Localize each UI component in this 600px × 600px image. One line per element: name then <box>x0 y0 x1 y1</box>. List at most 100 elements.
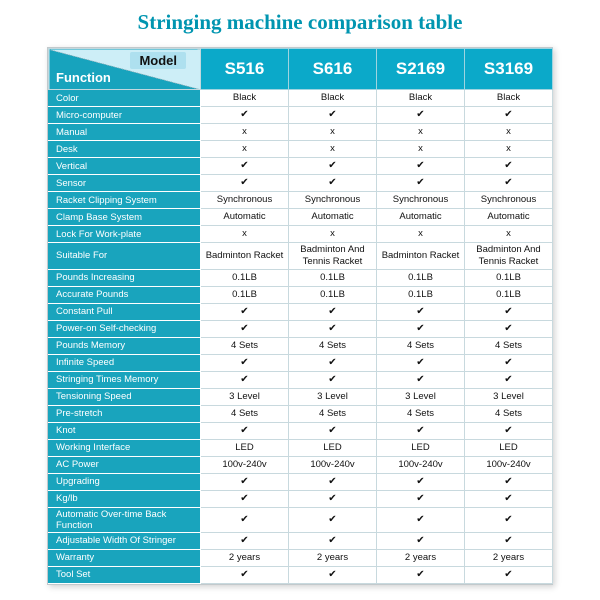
table-row: Accurate Pounds 0.1LB 0.1LB 0.1LB 0.1LB <box>48 285 553 304</box>
value-cell: Black <box>200 89 289 107</box>
value-cell: LED <box>464 438 553 457</box>
table-row: Infinite Speed ✔ ✔ ✔ ✔ <box>48 353 553 372</box>
value-cell: 4 Sets <box>200 404 289 423</box>
row-label: Manual <box>48 123 201 141</box>
value-cell: Badminton Racket <box>200 242 289 270</box>
table-row: Racket Clipping System Synchronous Synchro… <box>48 191 553 209</box>
table-row: Desk x x x x <box>48 140 553 158</box>
table-row: Warranty 2 years 2 years 2 years 2 years <box>48 548 553 567</box>
value-cell: 3 Level <box>200 387 289 406</box>
value-cell: ✔ <box>288 174 377 192</box>
value-cell: Automatic <box>376 208 465 226</box>
value-cell: ✔ <box>200 106 289 124</box>
row-label: Clamp Base System <box>48 208 201 226</box>
value-cell: ✔ <box>200 302 289 321</box>
value-cell: Black <box>464 89 553 107</box>
value-cell: 4 Sets <box>288 404 377 423</box>
value-cell: 0.1LB <box>200 285 289 304</box>
value-cell: ✔ <box>464 353 553 372</box>
row-label: Pounds Increasing <box>48 268 201 287</box>
header-row: Model Function S516 S616 S2169 S3169 <box>48 48 553 90</box>
value-cell: ✔ <box>464 319 553 338</box>
row-label: Infinite Speed <box>48 353 201 372</box>
row-label: Accurate Pounds <box>48 285 201 304</box>
value-cell: Badminton Racket <box>376 242 465 270</box>
row-label: Suitable For <box>48 242 201 270</box>
value-cell: x <box>464 140 553 158</box>
model-header-s616: S616 <box>288 48 377 90</box>
value-cell: ✔ <box>200 157 289 175</box>
table-row: Constant Pull ✔ ✔ ✔ ✔ <box>48 302 553 321</box>
corner-function-label: Function <box>56 70 111 85</box>
value-cell: 0.1LB <box>376 285 465 304</box>
table-row: Tensioning Speed 3 Level 3 Level 3 Level 3 L… <box>48 387 553 406</box>
value-cell: 4 Sets <box>376 336 465 355</box>
table-row: Tool Set ✔ ✔ ✔ ✔ <box>48 565 553 584</box>
model-header-s3169: S3169 <box>464 48 553 90</box>
table-row: Upgrading ✔ ✔ ✔ ✔ <box>48 472 553 491</box>
value-cell: ✔ <box>376 421 465 440</box>
table-row: Automatic Over-time Back Function ✔ ✔ ✔ ✔ <box>48 506 553 533</box>
row-label: Color <box>48 89 201 107</box>
value-cell: 4 Sets <box>464 336 553 355</box>
value-cell: ✔ <box>464 370 553 389</box>
table-row: Adjustable Width Of Stringer ✔ ✔ ✔ ✔ <box>48 531 553 550</box>
value-cell: 4 Sets <box>288 336 377 355</box>
row-label: Desk <box>48 140 201 158</box>
value-cell: 3 Level <box>288 387 377 406</box>
value-cell: x <box>376 140 465 158</box>
value-cell: ✔ <box>200 174 289 192</box>
value-cell: ✔ <box>200 421 289 440</box>
value-cell: ✔ <box>200 506 289 533</box>
value-cell: x <box>288 140 377 158</box>
value-cell: ✔ <box>288 472 377 491</box>
value-cell: 4 Sets <box>200 336 289 355</box>
value-cell: Automatic <box>464 208 553 226</box>
value-cell: Synchronous <box>376 191 465 209</box>
value-cell: x <box>200 123 289 141</box>
row-label: Micro-computer <box>48 106 201 124</box>
value-cell: ✔ <box>288 531 377 550</box>
row-label: Kg/lb <box>48 489 201 508</box>
value-cell: ✔ <box>288 370 377 389</box>
value-cell: ✔ <box>200 531 289 550</box>
value-cell: x <box>376 123 465 141</box>
row-label: Power-on Self-checking <box>48 319 201 338</box>
row-label: AC Power <box>48 455 201 474</box>
value-cell: ✔ <box>288 565 377 584</box>
page-title: Stringing machine comparison table <box>137 10 463 34</box>
value-cell: x <box>464 225 553 243</box>
value-cell: ✔ <box>376 157 465 175</box>
table-container: Model Function S516 S616 S2169 S3169 Color B… <box>47 47 553 585</box>
row-label: Warranty <box>48 548 201 567</box>
row-label: Tool Set <box>48 565 201 584</box>
value-cell: ✔ <box>376 489 465 508</box>
value-cell: ✔ <box>376 506 465 533</box>
table-row: Clamp Base System Automatic Automatic Autom… <box>48 208 553 226</box>
value-cell: ✔ <box>288 421 377 440</box>
row-label: Upgrading <box>48 472 201 491</box>
row-label: Racket Clipping System <box>48 191 201 209</box>
value-cell: 0.1LB <box>200 268 289 287</box>
row-label: Pre-stretch <box>48 404 201 423</box>
corner-model-label: Model <box>130 52 186 69</box>
value-cell: LED <box>376 438 465 457</box>
table-row: Vertical ✔ ✔ ✔ ✔ <box>48 157 553 175</box>
value-cell: ✔ <box>376 319 465 338</box>
value-cell: Synchronous <box>464 191 553 209</box>
row-label: Pounds Memory <box>48 336 201 355</box>
table-row: Color Black Black Black Black <box>48 89 553 107</box>
value-cell: ✔ <box>376 174 465 192</box>
value-cell: x <box>200 140 289 158</box>
table-row: Pounds Memory 4 Sets 4 Sets 4 Sets 4 Sets <box>48 336 553 355</box>
table-row: Power-on Self-checking ✔ ✔ ✔ ✔ <box>48 319 553 338</box>
row-label: Automatic Over-time Back Function <box>48 506 201 533</box>
value-cell: 100v-240v <box>288 455 377 474</box>
value-cell: 2 years <box>464 548 553 567</box>
value-cell: 100v-240v <box>376 455 465 474</box>
value-cell: ✔ <box>464 302 553 321</box>
row-label: Adjustable Width Of Stringer <box>48 531 201 550</box>
value-cell: x <box>288 225 377 243</box>
value-cell: Automatic <box>288 208 377 226</box>
value-cell: ✔ <box>464 565 553 584</box>
